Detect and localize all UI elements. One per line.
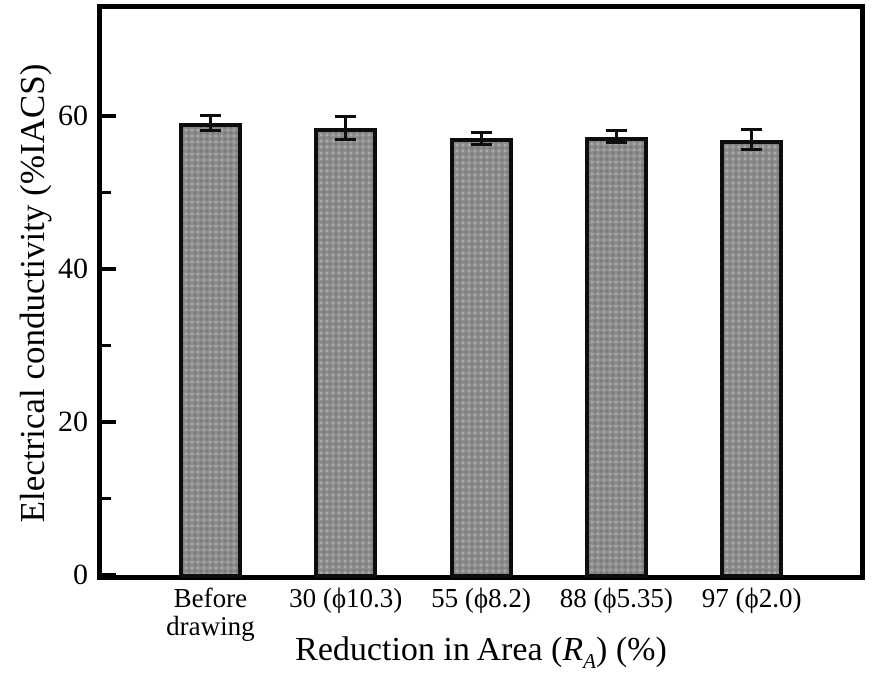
error-bar-3 xyxy=(605,129,627,145)
error-bar-2 xyxy=(470,130,492,146)
y-tick-label-40: 40 xyxy=(58,252,88,286)
x-tick-label-line: 97 (ϕ2.0) xyxy=(701,583,802,613)
x-title-symbol: R xyxy=(562,631,584,668)
stem-2 xyxy=(479,130,483,146)
bar-1 xyxy=(314,127,378,578)
x-tick-label-1: 30 (ϕ10.3) xyxy=(256,584,436,612)
y-major-tick-20 xyxy=(102,420,116,425)
y-minor-tick-10 xyxy=(102,497,111,500)
stem-0 xyxy=(208,113,212,133)
stem-4 xyxy=(750,128,754,152)
x-tick-label-line: Before xyxy=(173,583,248,613)
y-major-tick-60 xyxy=(102,114,116,119)
y-axis-title: Electrical conductivity (%IACS) xyxy=(10,0,56,603)
x-tick-label-line: 30 (ϕ10.3) xyxy=(289,583,403,613)
x-tick-label-4: 97 (ϕ2.0) xyxy=(662,584,842,612)
x-tick-label-line: 88 (ϕ5.35) xyxy=(559,583,673,613)
error-bar-1 xyxy=(335,114,357,141)
bar-0 xyxy=(178,122,242,578)
bar-3 xyxy=(584,136,648,578)
error-bar-0 xyxy=(199,113,221,133)
x-tick-label-3: 88 (ϕ5.35) xyxy=(526,584,706,612)
y-tick-label-60: 60 xyxy=(58,99,88,133)
x-title-subscript: A xyxy=(583,648,597,673)
error-bar-4 xyxy=(741,128,763,152)
y-tick-label-0: 0 xyxy=(73,558,88,591)
y-major-tick-0 xyxy=(102,573,116,577)
x-tick-label-line: drawing xyxy=(166,611,255,641)
x-title-prefix: Reduction in Area ( xyxy=(295,631,563,668)
x-tick-label-line: 55 (ϕ8.2) xyxy=(431,583,531,613)
y-minor-tick-30 xyxy=(102,344,111,348)
stem-1 xyxy=(344,114,348,141)
bar-2 xyxy=(449,138,513,578)
bar-4 xyxy=(720,139,784,578)
stem-3 xyxy=(614,129,618,145)
y-minor-tick-50 xyxy=(102,191,111,195)
x-tick-label-0: Before drawing xyxy=(120,584,300,640)
x-title-suffix: ) (%) xyxy=(596,631,667,668)
x-tick-label-2: 55 (ϕ8.2) xyxy=(391,584,571,612)
x-axis-title: Reduction in Area (RA) (%) xyxy=(102,631,860,671)
y-major-tick-40 xyxy=(102,267,116,272)
y-tick-label-20: 20 xyxy=(58,405,88,439)
